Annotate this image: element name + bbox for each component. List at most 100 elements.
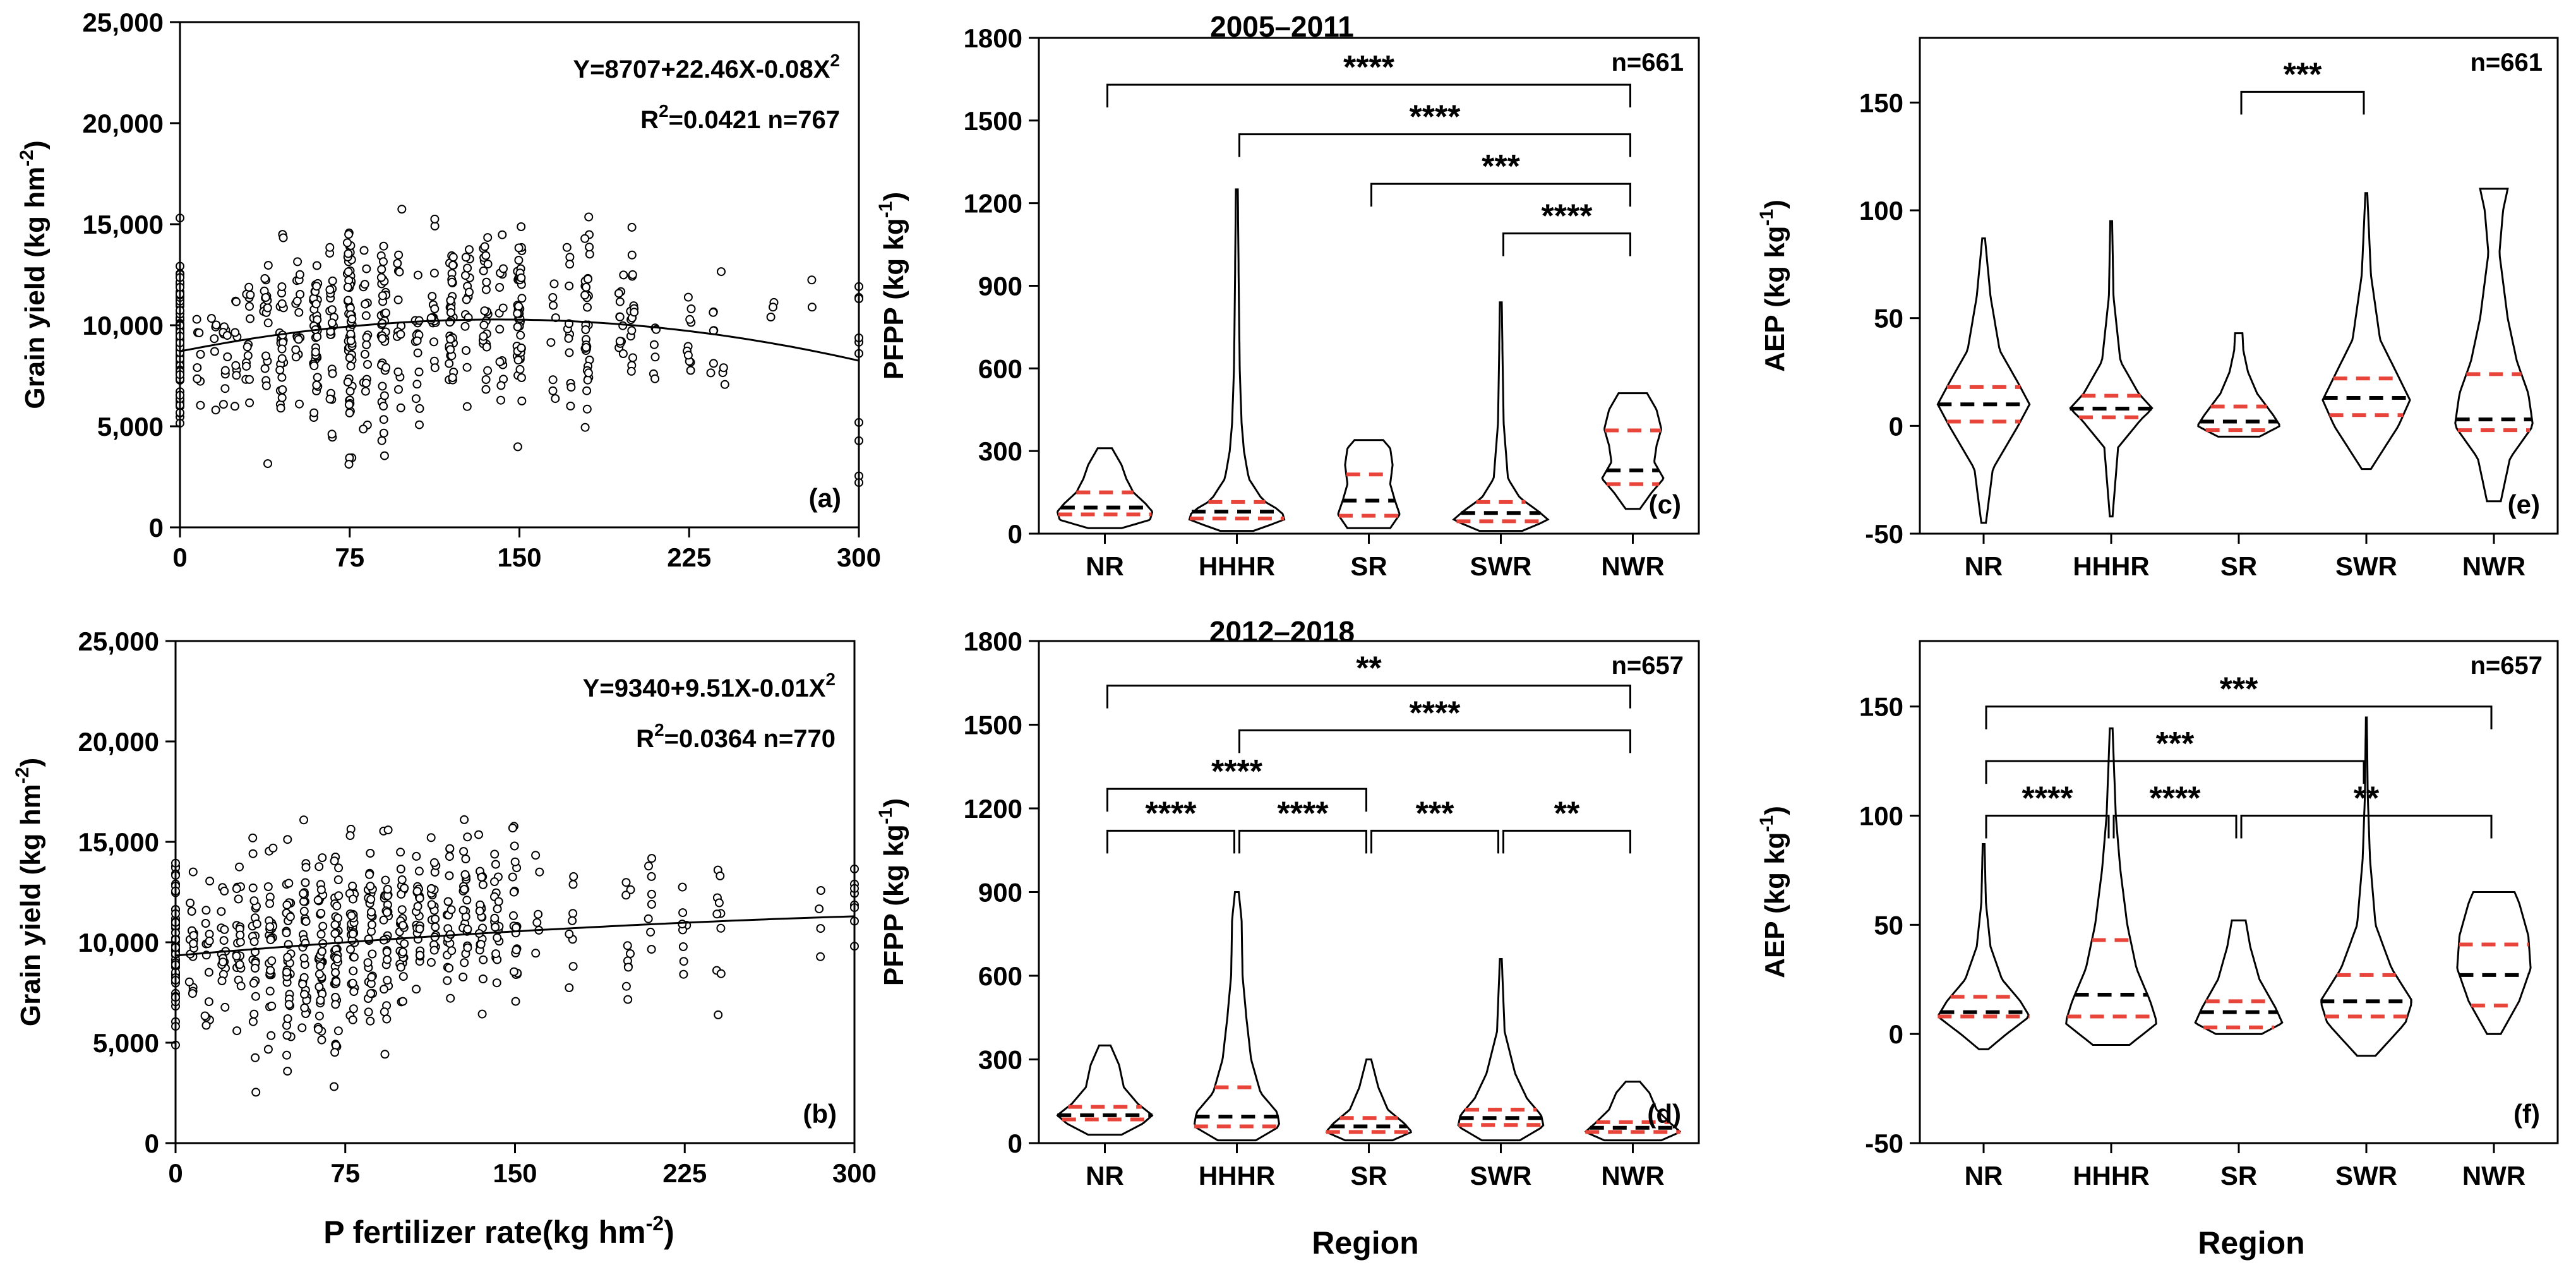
panel-a-data-point — [210, 334, 219, 344]
panel-a-equation: Y=8707+22.46X-0.08X2 — [573, 51, 840, 83]
panel-a-data-point — [483, 260, 493, 269]
panel-b-data-point — [232, 884, 241, 894]
panel-a-data-point — [412, 336, 422, 345]
panel-b-data-point — [445, 852, 454, 861]
panel-b-data-point — [313, 896, 323, 905]
panel-a-x-tick-label: 75 — [335, 543, 364, 572]
y-label-text: AEP (kg kg — [1759, 832, 1790, 978]
panel-b-data-point — [205, 877, 215, 886]
panel-a-data-point — [548, 293, 558, 302]
panel-b-data-point — [413, 902, 422, 911]
panel-b-data-point — [201, 906, 211, 915]
panel-b-data-point — [249, 896, 259, 906]
panel-b-data-point — [490, 849, 500, 859]
panel-b-data-point — [184, 977, 194, 986]
panel-e-x-tick-label: HHHR — [2073, 551, 2149, 581]
panel-a-data-point — [766, 313, 776, 321]
panel-b-data-point — [478, 880, 488, 889]
panel-b-data-point — [534, 909, 543, 919]
panel-a-data-point — [260, 274, 270, 283]
panel-a-data-point — [580, 291, 590, 300]
panel-a-data-point — [377, 436, 386, 445]
panel-b-data-point — [445, 844, 455, 853]
panel-e-y-tick-label: -50 — [1865, 519, 1903, 549]
panel-b-data-point — [330, 1082, 338, 1091]
panel-b-data-point — [283, 1014, 292, 1023]
panel-a-data-point — [517, 273, 526, 282]
panel-f-violin-NWR — [2456, 891, 2532, 1035]
panel-b-data-point — [491, 949, 501, 959]
panel-a-data-point — [263, 318, 273, 328]
panel-d-significance-bracket — [1502, 829, 1631, 854]
panel-a-data-point — [394, 385, 403, 394]
panel-b-data-point — [318, 921, 328, 931]
panel-d-n-label: n=657 — [1611, 652, 1684, 680]
panel-d-significance-label: **** — [1278, 795, 1329, 832]
panel-a-data-point — [517, 294, 527, 303]
panel-a-data-point — [415, 420, 424, 429]
panel-f-y-tick-label: 0 — [1889, 1019, 1903, 1049]
panel-b-data-point — [415, 894, 424, 903]
panel-b-data-point — [446, 993, 455, 1003]
panel-a-data-point — [429, 268, 439, 278]
panel-a-data-point — [462, 363, 472, 372]
panel-a-data-point — [465, 287, 474, 297]
panel-a-data-point — [360, 349, 369, 359]
panel-a-data-point — [232, 297, 241, 306]
equation-superscript: 2 — [825, 669, 836, 689]
panel-a-data-point — [495, 357, 505, 366]
panel-a-data-point — [220, 366, 230, 375]
panel-b-data-point — [646, 927, 656, 937]
panel-a-data-point — [549, 279, 559, 289]
panel-a-data-point — [513, 309, 522, 318]
panel-a-data-point — [312, 282, 321, 291]
panel-b-data-point — [301, 917, 311, 926]
panel-a-data-point — [807, 303, 817, 312]
panel-b-data-point — [380, 1050, 390, 1059]
panel-a-data-point — [412, 380, 422, 389]
panel-d-violin-SR — [1326, 1058, 1412, 1142]
panel-b-x-tick-label: 75 — [330, 1158, 360, 1188]
panel-a-data-point — [584, 368, 593, 378]
panel-a-data-point — [480, 242, 489, 251]
panel-a-data-point — [429, 337, 438, 347]
panel-a-data-point — [446, 308, 455, 317]
panel-a-data-point — [327, 305, 337, 315]
panel-a-data-point — [514, 256, 524, 265]
panel-b-data-point — [479, 955, 488, 964]
panel-b-r2-n-label: R2=0.0364 n=770 — [636, 720, 836, 753]
panel-b-data-point — [569, 872, 578, 881]
panel-a-data-point — [362, 340, 371, 349]
panel-b-data-point — [251, 1053, 260, 1062]
panel-b-data-point — [220, 925, 229, 934]
panel-b-data-point — [232, 1026, 242, 1036]
panel-b-data-point — [462, 896, 472, 905]
panel-b-data-point — [716, 923, 726, 933]
panel-a-data-point — [461, 253, 470, 262]
panel-f-significance-bracket — [2240, 815, 2493, 839]
panel-b-data-point — [568, 962, 578, 971]
panel-a-data-point — [546, 338, 556, 347]
panel-a-data-point — [720, 380, 729, 389]
panel-b-x-tick-label: 225 — [662, 1158, 707, 1188]
panel-b-data-point — [333, 954, 342, 964]
panel-b-data-point — [398, 972, 408, 981]
panel-c-y-tick-label: 1800 — [964, 23, 1022, 53]
panel-d-significance-label: *** — [1416, 795, 1454, 832]
panel-b-data-point — [189, 931, 198, 940]
panel-b-data-point — [316, 885, 326, 894]
y-label-close: ) — [1759, 200, 1790, 209]
panel-a-data-point — [717, 267, 726, 277]
panel-b-data-point — [204, 968, 213, 977]
panel-c-y-tick-label: 300 — [978, 436, 1022, 466]
panel-b-data-point — [511, 997, 520, 1006]
panel-b-scatter: 0 5,000 10,000 15,000 20,000 25,000 0 75 150 225 3… — [12, 627, 877, 1188]
panel-a-data-point — [498, 230, 507, 239]
panel-f-significance-label: *** — [2156, 726, 2195, 762]
panel-d-x-tick-label: NR — [1086, 1161, 1124, 1190]
panel-b-data-point — [220, 1002, 230, 1012]
panel-a-data-point — [495, 325, 505, 334]
panel-c-y-tick-label: 0 — [1008, 519, 1022, 549]
panel-d-x-tick-label: SR — [1350, 1161, 1387, 1190]
panel-b-data-point — [283, 835, 292, 844]
